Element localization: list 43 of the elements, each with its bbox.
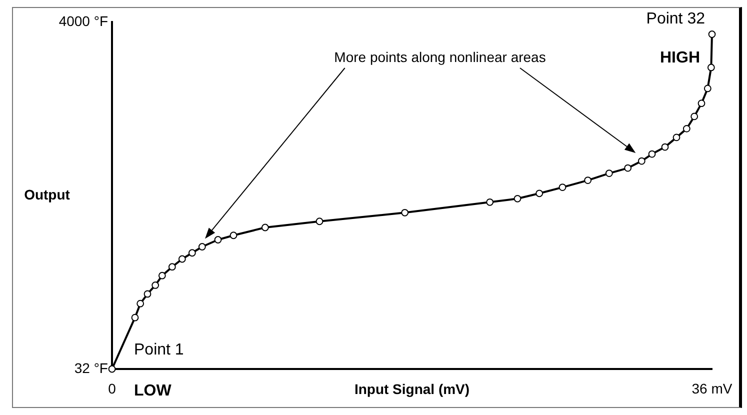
point bbox=[558, 184, 566, 191]
point bbox=[158, 272, 166, 280]
point bbox=[188, 249, 196, 257]
annotation: More points along nonlinear areas bbox=[334, 48, 546, 65]
point bbox=[316, 218, 324, 226]
annotation: HIGH bbox=[660, 49, 700, 66]
x-tick-label: 0 bbox=[108, 380, 116, 396]
point bbox=[230, 232, 238, 240]
point bbox=[131, 314, 139, 322]
point bbox=[708, 30, 716, 38]
x-axis-title: Input Signal (mV) bbox=[354, 380, 470, 397]
point bbox=[707, 64, 715, 72]
point bbox=[486, 198, 494, 206]
point bbox=[672, 134, 680, 142]
x-tick-label: 36 mV bbox=[692, 380, 733, 396]
point bbox=[214, 236, 222, 244]
point bbox=[401, 208, 409, 216]
point bbox=[152, 282, 160, 289]
point bbox=[168, 263, 176, 271]
point bbox=[648, 150, 656, 158]
point bbox=[698, 100, 706, 108]
y-tick-label: 4000 °F bbox=[58, 12, 108, 29]
point bbox=[144, 290, 152, 298]
point bbox=[136, 300, 144, 308]
annotation: Point 32 bbox=[646, 10, 706, 28]
y-tick-label: 32 °F bbox=[74, 360, 108, 376]
point bbox=[704, 84, 712, 92]
point bbox=[624, 164, 632, 172]
point bbox=[638, 157, 646, 165]
point bbox=[584, 176, 592, 184]
annotation: Point 1 bbox=[134, 341, 184, 358]
point bbox=[108, 365, 116, 373]
text: LOW bbox=[134, 382, 172, 400]
point bbox=[690, 112, 698, 120]
point bbox=[536, 190, 544, 198]
point bbox=[261, 224, 269, 232]
point bbox=[514, 194, 522, 202]
point bbox=[682, 124, 690, 132]
y-axis-title: Output bbox=[24, 186, 70, 202]
point bbox=[661, 143, 669, 151]
point bbox=[605, 170, 613, 177]
point bbox=[178, 255, 186, 263]
point bbox=[198, 243, 206, 250]
